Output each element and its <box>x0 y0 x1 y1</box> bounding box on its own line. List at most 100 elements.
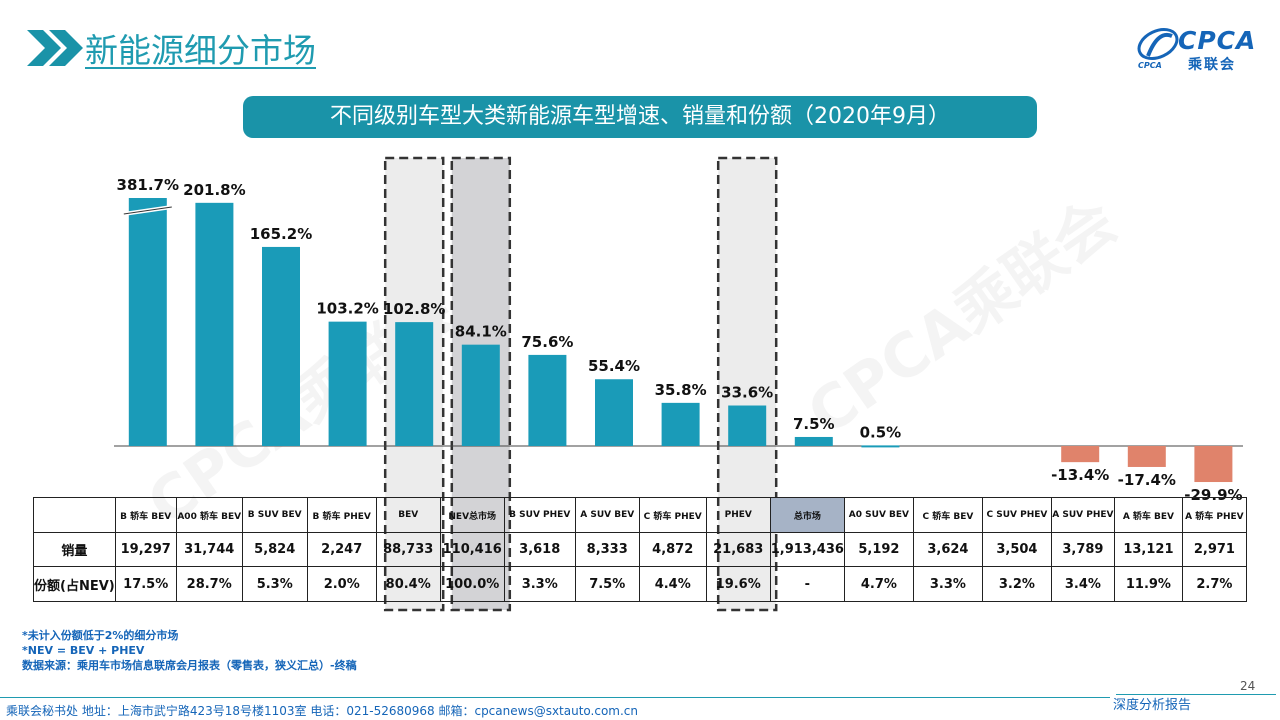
column-header: A00 轿车 BEV <box>175 497 243 533</box>
chart-subtitle-banner: 不同级别车型大类新能源车型增速、销量和份额（2020年9月） <box>243 96 1037 138</box>
share-cell: - <box>769 566 845 602</box>
share-cell: 80.4% <box>375 566 441 602</box>
column-header: B 轿车 PHEV <box>306 497 377 533</box>
share-cell: 4.7% <box>843 566 914 602</box>
bar <box>461 344 500 446</box>
bar <box>528 354 567 446</box>
share-cell: 28.7% <box>175 566 243 602</box>
svg-text:CPCA: CPCA <box>1138 61 1162 70</box>
bar <box>195 202 234 446</box>
bar <box>328 321 367 446</box>
data-table: B 轿车 BEV A00 轿车 BEV B SUV BEV B 轿车 PHEV BEV N… <box>33 497 1247 602</box>
share-cell: 11.9% <box>1113 566 1183 602</box>
sales-cell: 2,247 <box>306 532 377 567</box>
sales-cell: 3,624 <box>912 532 983 567</box>
page-title: 新能源细分市场 <box>85 31 316 70</box>
column-header: B SUV PHEV <box>503 497 576 533</box>
column-header: A 轿车 PHEV <box>1181 497 1247 533</box>
bar <box>728 405 767 446</box>
note-line: *NEV = BEV + PHEV <box>22 644 145 657</box>
share-cell: 100.0% <box>439 566 505 602</box>
sales-cell: 4,872 <box>638 532 707 567</box>
page-number: 24 <box>1240 679 1256 693</box>
column-header: PHEV <box>705 497 771 533</box>
note-line: *未计入份额低于2%的细分市场 <box>22 629 179 642</box>
share-cell: 4.4% <box>638 566 707 602</box>
share-cell: 2.7% <box>1181 566 1247 602</box>
bar-value-label: 55.4% <box>588 357 640 375</box>
column-header: A0 SUV BEV <box>843 497 914 533</box>
bar-value-label: 103.2% <box>316 300 378 318</box>
sales-cell: 1,913,436 <box>769 532 845 567</box>
bar-value-label: 33.6% <box>721 384 773 402</box>
column-header: B SUV BEV <box>241 497 308 533</box>
share-cell: 7.5% <box>574 566 640 602</box>
bar <box>1061 446 1100 463</box>
share-cell: 3.3% <box>912 566 983 602</box>
sales-cell: 3,789 <box>1050 532 1115 567</box>
sales-cell: 21,683 <box>705 532 771 567</box>
table-corner-cell <box>33 497 116 533</box>
sales-cell: 5,192 <box>843 532 914 567</box>
sales-cell: 2,971 <box>1181 532 1247 567</box>
column-header: A SUV PHEV <box>1050 497 1115 533</box>
table-row: 份额(占NEV) 17.5% 28.7% 5.3% 2.0% 80.4% 100.0% 3.3… <box>33 566 1247 602</box>
logo-subtext: 乘联会 <box>1188 57 1236 73</box>
bar <box>595 379 633 446</box>
bar-value-label: -17.4% <box>1118 471 1176 489</box>
sales-cell: 31,744 <box>175 532 243 567</box>
bar-value-label: 165.2% <box>250 225 312 243</box>
table-header-row: B 轿车 BEV A00 轿车 BEV B SUV BEV B 轿车 PHEV BEV N… <box>33 497 1247 533</box>
column-header: C 轿车 PHEV <box>638 497 707 533</box>
bar <box>395 322 434 446</box>
bar-value-label: 75.6% <box>521 333 573 351</box>
row-label: 份额(占NEV) <box>33 566 116 602</box>
note-line: 数据来源：乘用车市场信息联席会月报表（零售表，狭义汇总）-终稿 <box>22 659 357 672</box>
bar <box>262 246 300 446</box>
sales-cell: 8,333 <box>574 532 640 567</box>
sales-cell: 19,297 <box>114 532 177 567</box>
footer-report-label: 深度分析报告 <box>1113 698 1192 713</box>
sales-cell: 13,121 <box>1113 532 1183 567</box>
row-label: 销量 <box>33 532 116 567</box>
cpca-logo-icon: CPCA <box>1137 27 1179 70</box>
sales-cell: 110,416 <box>439 532 505 567</box>
sales-cell: 5,824 <box>241 532 308 567</box>
column-header: 总市场 <box>769 497 845 533</box>
axis-break-mark <box>123 206 172 215</box>
bar <box>128 198 167 446</box>
share-cell: 2.0% <box>306 566 377 602</box>
bar-value-label: 381.7% <box>117 176 179 194</box>
column-header: C 轿车 BEV <box>912 497 983 533</box>
share-cell: 5.3% <box>241 566 308 602</box>
bar-value-label: -13.4% <box>1051 466 1109 484</box>
bar <box>861 445 900 448</box>
share-cell: 3.3% <box>503 566 576 602</box>
share-cell: 3.4% <box>1050 566 1115 602</box>
sales-cell: 3,504 <box>981 532 1052 567</box>
footnotes: *未计入份额低于2%的细分市场 *NEV = BEV + PHEV 数据来源：乘… <box>22 628 357 673</box>
footer-divider-right <box>1116 694 1276 695</box>
bar <box>661 402 700 446</box>
bar <box>794 436 833 446</box>
share-cell: 3.2% <box>981 566 1052 602</box>
table-row: 销量 19,297 31,744 5,824 2,247 88,733 110,416 3,6… <box>33 532 1247 567</box>
share-cell: 19.6% <box>705 566 771 602</box>
footer-address: 乘联会秘书处 地址：上海市武宁路423号18号楼1103室 电话：021-526… <box>6 704 639 718</box>
double-chevron-icon <box>27 30 83 66</box>
sales-cell: 88,733 <box>375 532 441 567</box>
bar-value-label: 35.8% <box>655 381 707 399</box>
bar-value-label: 0.5% <box>860 423 902 441</box>
bar-value-label: 201.8% <box>183 181 245 199</box>
column-header: A SUV BEV <box>574 497 640 533</box>
bar-value-label: 102.8% <box>383 300 445 318</box>
sales-cell: 3,618 <box>503 532 576 567</box>
column-header: B 轿车 BEV <box>114 497 177 533</box>
logo-text: CPCA <box>1178 26 1257 55</box>
column-header: BEV <box>375 497 441 533</box>
bar <box>1127 446 1166 467</box>
bar-value-label: 7.5% <box>793 415 835 433</box>
column-header: NEV总市场 <box>439 497 505 533</box>
share-cell: 17.5% <box>114 566 177 602</box>
bar <box>1194 446 1233 483</box>
